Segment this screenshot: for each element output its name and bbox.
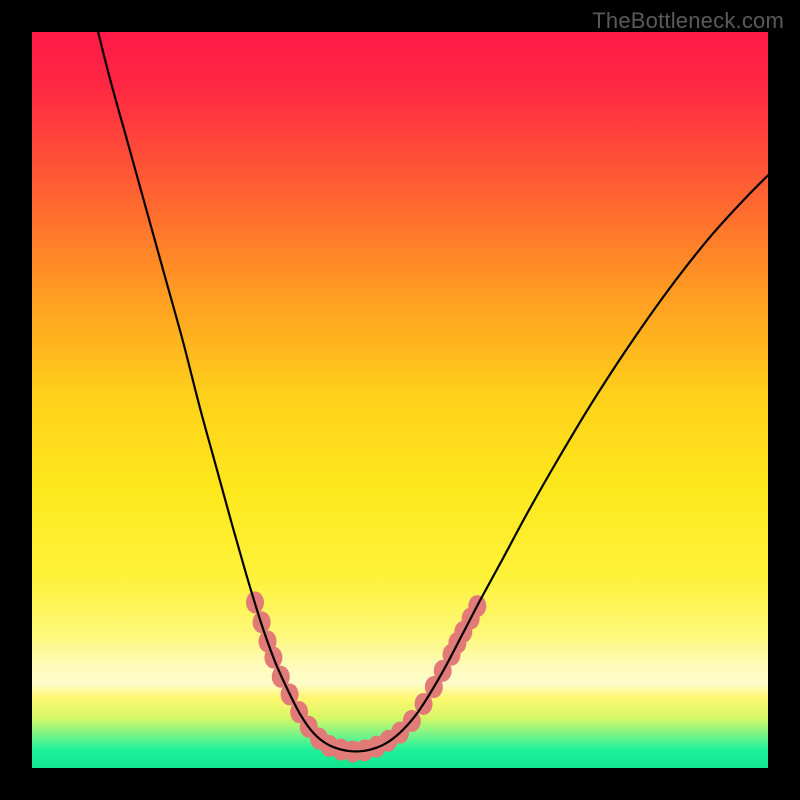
watermark-text: TheBottleneck.com <box>592 8 784 34</box>
bottleneck-curve <box>32 32 768 768</box>
plot-area <box>32 32 768 768</box>
curve-line <box>95 32 768 751</box>
